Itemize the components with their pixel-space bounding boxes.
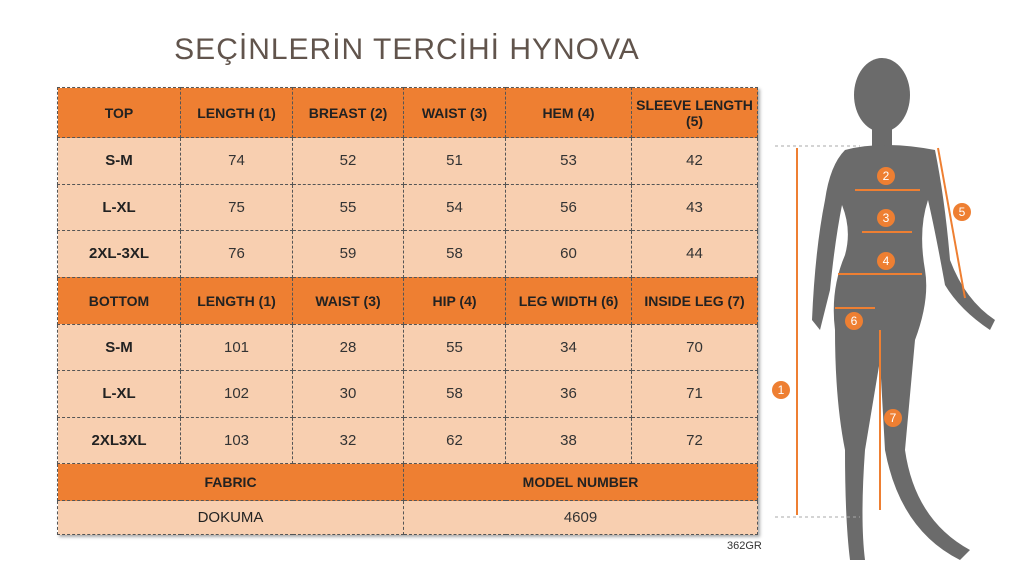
table-cell: WAIST (3) (403, 87, 506, 138)
table-cell: 58 (403, 370, 506, 418)
table-cell: TOP (57, 87, 181, 138)
table-cell: 60 (505, 230, 632, 278)
size-chart-table: TOP LENGTH (1) BREAST (2) WAIST (3) HEM (4) S… (57, 87, 758, 535)
marker-3: 3 (883, 211, 890, 225)
table-cell: SLEEVE LENGTH (5) (631, 87, 758, 138)
table-cell: 32 (292, 416, 404, 464)
table-cell: 38 (505, 416, 632, 464)
table-cell: 4609 (403, 500, 758, 535)
table-cell: HEM (4) (505, 87, 632, 138)
table-cell: 102 (180, 370, 293, 418)
marker-4: 4 (883, 254, 890, 268)
measurement-lines (796, 147, 966, 515)
body-measurement-figure: 1 2 3 4 5 6 7 (772, 58, 995, 560)
marker-6: 6 (851, 314, 858, 328)
table-cell: 2XL3XL (57, 416, 181, 464)
table-cell: 103 (180, 416, 293, 464)
table-cell: S-M (57, 137, 181, 185)
table-cell: 53 (505, 137, 632, 185)
table-cell: 59 (292, 230, 404, 278)
table-cell: LENGTH (1) (180, 87, 293, 138)
table-cell: INSIDE LEG (7) (631, 276, 758, 325)
table-cell: 101 (180, 323, 293, 371)
table-cell: MODEL NUMBER (403, 463, 758, 501)
table-cell: 70 (631, 323, 758, 371)
table-cell: BOTTOM (57, 276, 181, 325)
table-cell: 58 (403, 230, 506, 278)
table-cell: 30 (292, 370, 404, 418)
table-cell: LENGTH (1) (180, 276, 293, 325)
table-cell: 28 (292, 323, 404, 371)
table-cell: 71 (631, 370, 758, 418)
table-cell: 54 (403, 183, 506, 231)
table-cell: 75 (180, 183, 293, 231)
table-row: L-XL 102 30 58 36 71 (57, 370, 758, 418)
table-cell: 76 (180, 230, 293, 278)
top-header-row: TOP LENGTH (1) BREAST (2) WAIST (3) HEM (4) S… (57, 87, 758, 138)
table-cell: 62 (403, 416, 506, 464)
table-cell: 51 (403, 137, 506, 185)
marker-7: 7 (890, 411, 897, 425)
table-cell: 72 (631, 416, 758, 464)
body-silhouette (812, 58, 995, 560)
marker-2: 2 (883, 169, 890, 183)
table-cell: DOKUMA (57, 500, 404, 535)
table-cell: 34 (505, 323, 632, 371)
table-row: S-M 101 28 55 34 70 (57, 323, 758, 371)
table-cell: 74 (180, 137, 293, 185)
table-cell: S-M (57, 323, 181, 371)
marker-5: 5 (959, 205, 966, 219)
table-cell: 55 (403, 323, 506, 371)
table-cell: 56 (505, 183, 632, 231)
table-cell: FABRIC (57, 463, 404, 501)
table-row: L-XL 75 55 54 56 43 (57, 183, 758, 231)
table-cell: 2XL-3XL (57, 230, 181, 278)
watermark: SEÇİNLERİN TERCİHİ HYNOVA (174, 33, 640, 66)
table-cell: 42 (631, 137, 758, 185)
table-row: 2XL-3XL 76 59 58 60 44 (57, 230, 758, 278)
table-cell: HIP (4) (403, 276, 506, 325)
product-code: 362GR (727, 540, 762, 552)
table-row: S-M 74 52 51 53 42 (57, 137, 758, 185)
table-cell: 44 (631, 230, 758, 278)
table-cell: 43 (631, 183, 758, 231)
table-cell: L-XL (57, 183, 181, 231)
table-cell: WAIST (3) (292, 276, 404, 325)
info-header-row: FABRIC MODEL NUMBER (57, 463, 758, 501)
table-cell: 52 (292, 137, 404, 185)
table-cell: L-XL (57, 370, 181, 418)
table-cell: 55 (292, 183, 404, 231)
table-cell: 36 (505, 370, 632, 418)
table-cell: LEG WIDTH (6) (505, 276, 632, 325)
info-row: DOKUMA 4609 (57, 500, 758, 535)
table-cell: BREAST (2) (292, 87, 404, 138)
marker-1: 1 (778, 383, 785, 397)
table-row: 2XL3XL 103 32 62 38 72 (57, 416, 758, 464)
bottom-header-row: BOTTOM LENGTH (1) WAIST (3) HIP (4) LEG WIDT… (57, 276, 758, 325)
